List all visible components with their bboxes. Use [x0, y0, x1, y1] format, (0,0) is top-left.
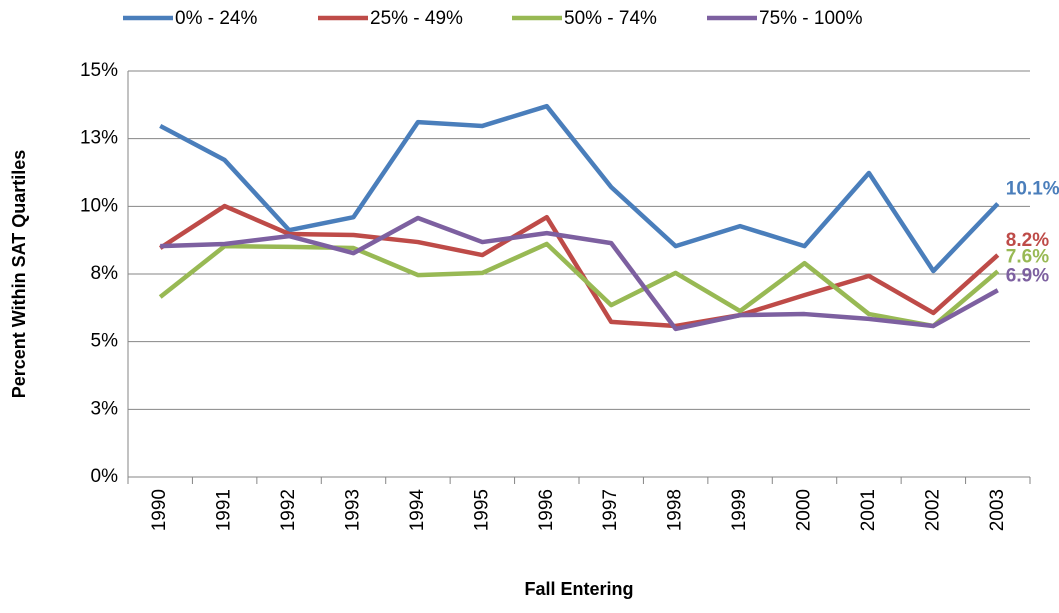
x-tick-label: 2001 [858, 489, 879, 531]
y-axis-title: Percent Within SAT Quartiles [9, 150, 29, 399]
x-tick-label: 2000 [794, 489, 815, 531]
series-line [158, 241, 1000, 329]
x-tick-label: 1995 [471, 489, 492, 531]
x-tick-label: 2002 [922, 489, 943, 531]
data-label: 8.2% [1006, 230, 1049, 251]
x-tick-label: 1996 [536, 489, 557, 531]
y-tick-label: 8% [91, 263, 119, 284]
y-tick-label: 0% [91, 466, 119, 487]
legend-label: 0% - 24% [175, 8, 257, 29]
data-label: 7.6% [1006, 246, 1049, 267]
y-tick-label: 3% [91, 398, 119, 419]
data-label: 6.9% [1006, 265, 1049, 286]
x-tick-label: 1997 [600, 489, 621, 531]
series-line [158, 203, 1000, 329]
series-line [159, 103, 1000, 274]
x-tick-label: 1991 [214, 489, 235, 531]
y-tick-label: 10% [80, 195, 118, 216]
y-tick-label: 15% [80, 60, 118, 81]
data-label: 10.1% [1006, 179, 1059, 200]
x-tick-label: 1998 [665, 489, 686, 531]
legend-label: 50% - 74% [564, 8, 657, 29]
legend-label: 25% - 49% [370, 8, 463, 29]
series-line [160, 215, 999, 332]
y-tick-label: 13% [80, 128, 118, 149]
x-tick-label: 1993 [343, 489, 364, 531]
x-tick-label: 1994 [407, 489, 428, 532]
x-tick-label: 2003 [987, 489, 1008, 531]
x-axis-title: Fall Entering [524, 579, 633, 599]
x-tick-label: 1990 [149, 489, 170, 531]
x-tick-label: 1999 [729, 489, 750, 531]
y-tick-label: 5% [91, 331, 119, 352]
legend-label: 75% - 100% [759, 8, 863, 29]
x-tick-label: 1992 [278, 489, 299, 531]
